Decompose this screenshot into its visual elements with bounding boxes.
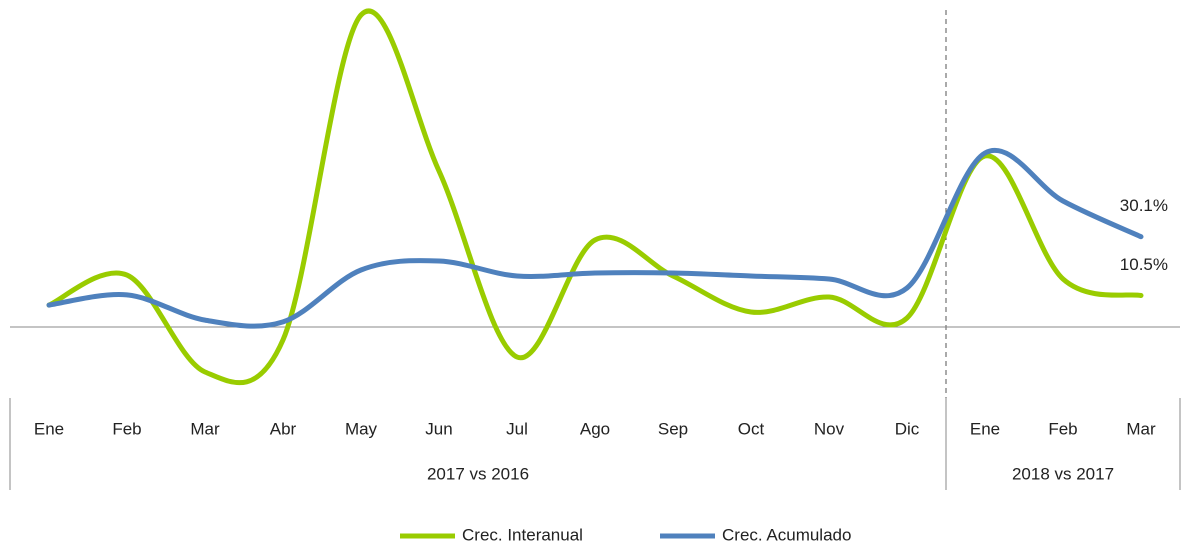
series-line — [46, 148, 1144, 329]
x-tick-label: Feb — [112, 419, 141, 438]
group-label: 2018 vs 2017 — [1012, 464, 1114, 483]
data-label: 30.1% — [1120, 196, 1168, 215]
x-tick-label: Dic — [895, 419, 920, 438]
legend-label: Crec. Acumulado — [722, 525, 851, 544]
data-label: 10.5% — [1120, 255, 1168, 274]
x-tick-label: Ene — [970, 419, 1000, 438]
x-tick-label: May — [345, 419, 378, 438]
x-tick-label: Sep — [658, 419, 688, 438]
x-tick-label: Jun — [425, 419, 452, 438]
x-tick-label: Mar — [190, 419, 220, 438]
x-tick-label: Jul — [506, 419, 528, 438]
x-tick-label: Ene — [34, 419, 64, 438]
x-tick-label: Feb — [1048, 419, 1077, 438]
legend-label: Crec. Interanual — [462, 525, 583, 544]
group-label: 2017 vs 2016 — [427, 464, 529, 483]
x-tick-label: Ago — [580, 419, 610, 438]
x-tick-label: Abr — [270, 419, 297, 438]
x-tick-label: Mar — [1126, 419, 1156, 438]
series-line — [46, 8, 1144, 386]
x-tick-label: Oct — [738, 419, 765, 438]
x-tick-label: Nov — [814, 419, 845, 438]
